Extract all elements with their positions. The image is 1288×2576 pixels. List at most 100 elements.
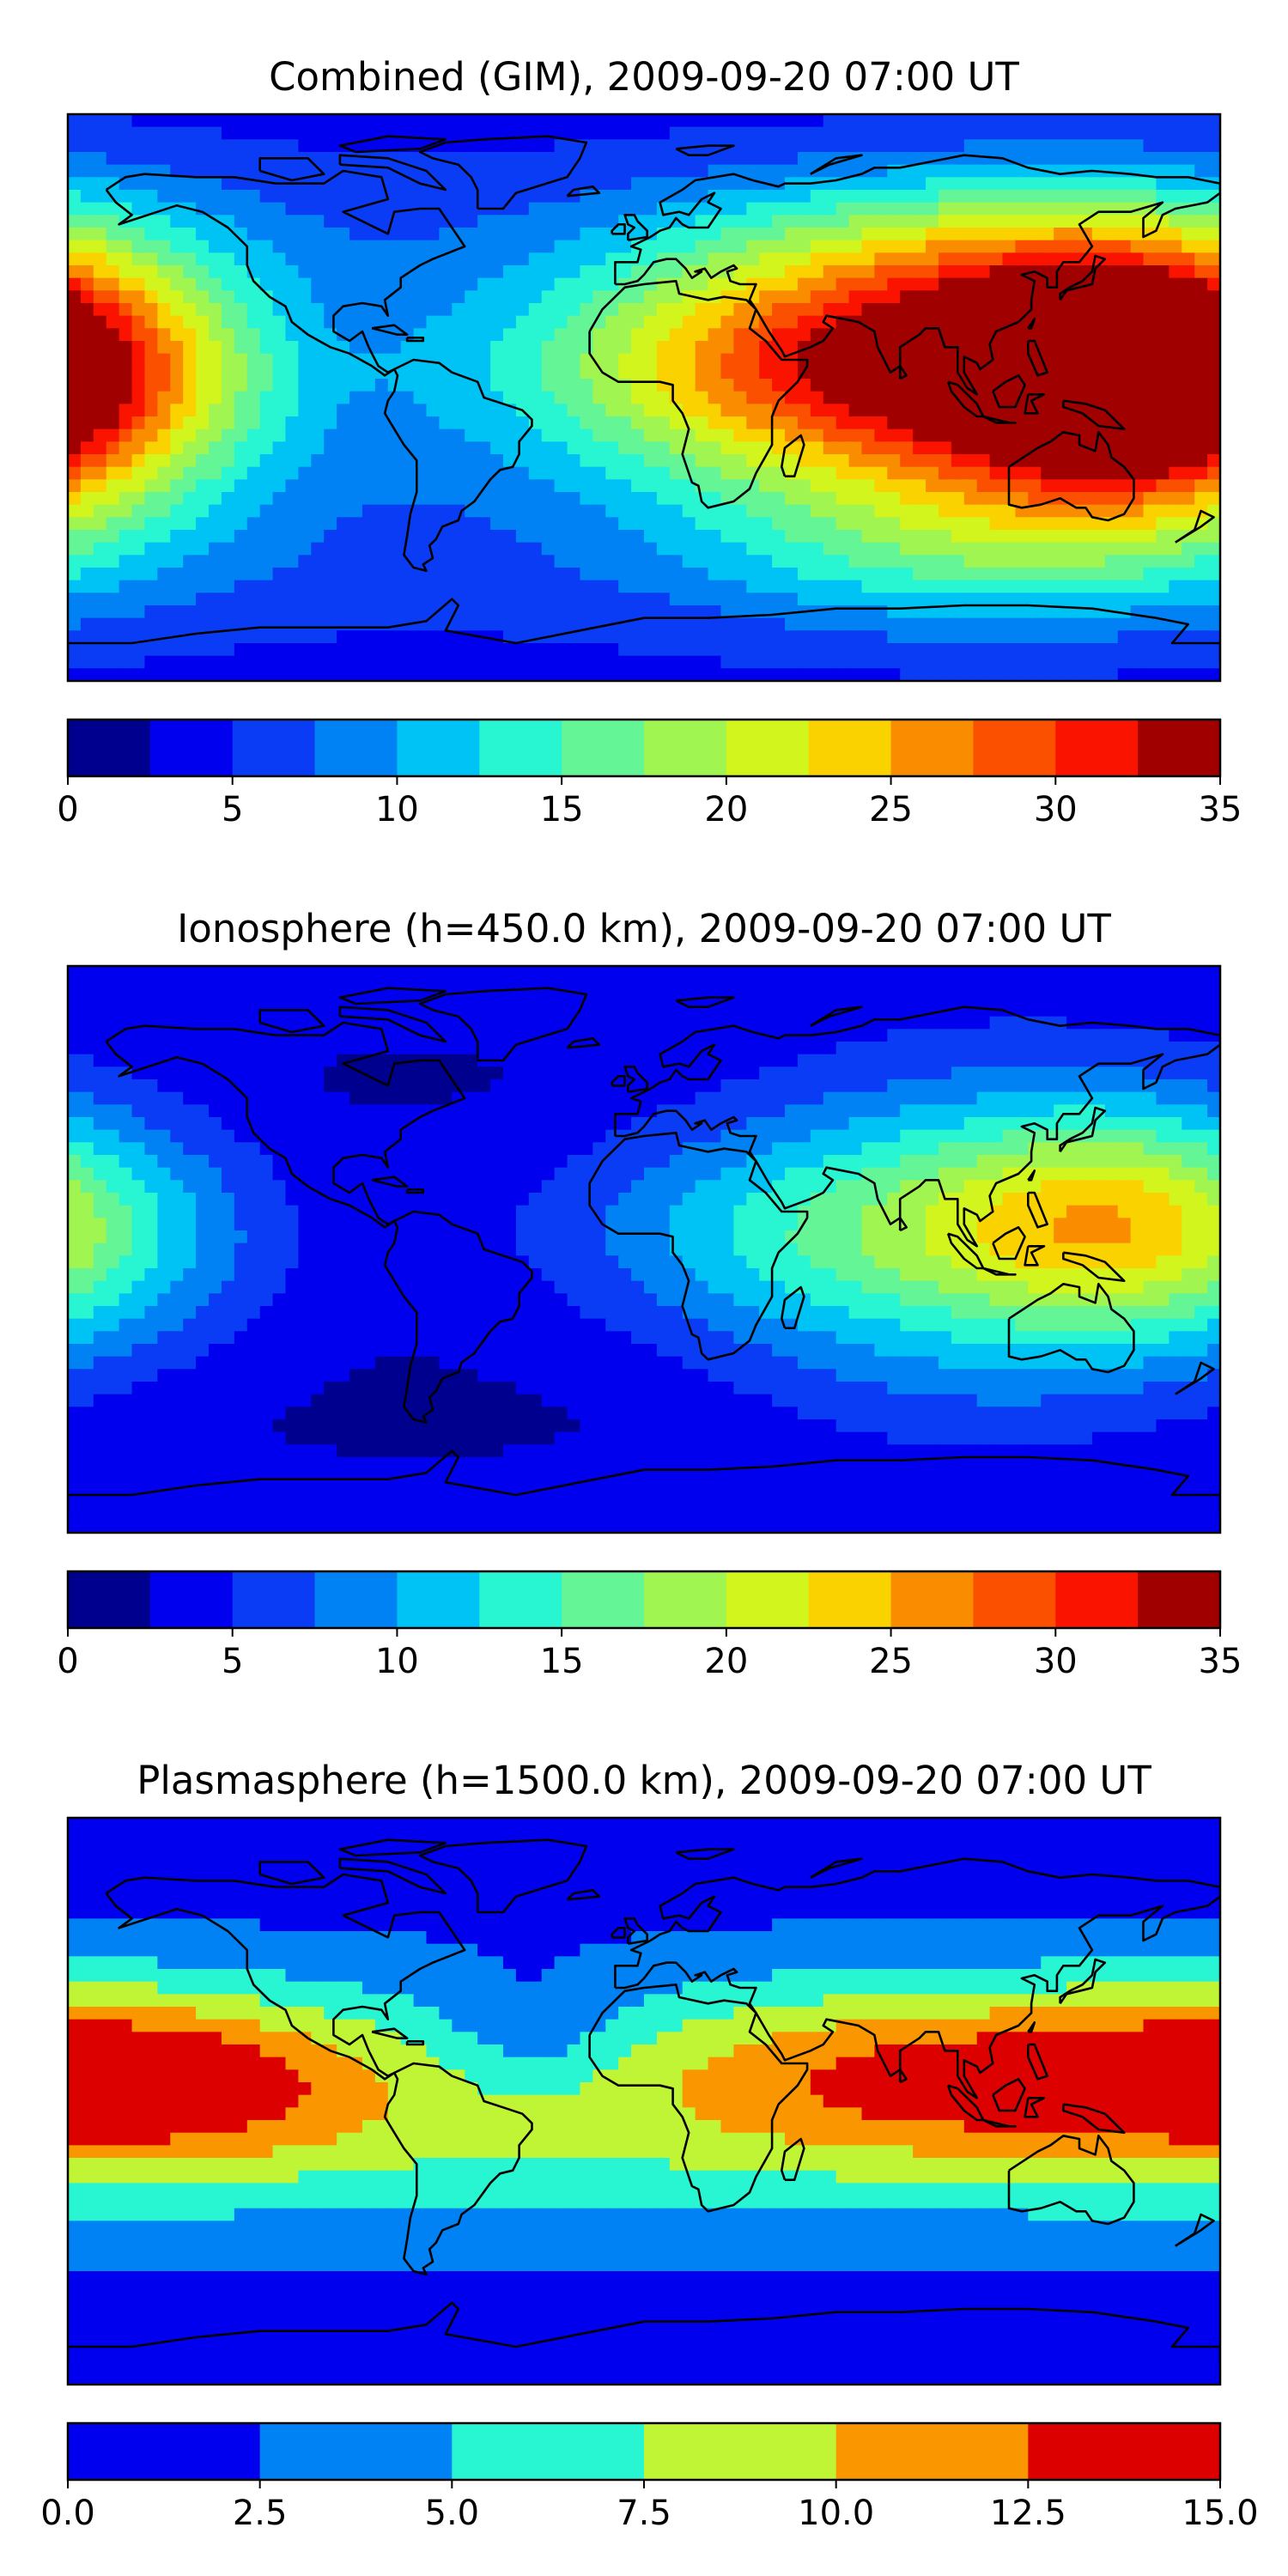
heatmap-cell [605, 315, 619, 330]
heatmap-cell [1104, 630, 1119, 644]
heatmap-cell [413, 290, 428, 304]
heatmap-cell [144, 126, 159, 141]
heatmap-cell [272, 366, 287, 380]
heatmap-cell [387, 265, 402, 279]
heatmap-cell [298, 353, 313, 368]
heatmap-cell [1015, 966, 1030, 980]
heatmap-cell [439, 530, 453, 544]
heatmap-cell [810, 315, 824, 330]
heatmap-cell [976, 277, 991, 292]
heatmap-cell [387, 454, 402, 468]
heatmap-cell [465, 504, 478, 519]
heatmap-cell [349, 617, 363, 632]
heatmap-cell [118, 1004, 133, 1018]
heatmap-cell [144, 190, 159, 204]
heatmap-cell [746, 228, 760, 241]
heatmap-cell [580, 568, 594, 581]
heatmap-cell [605, 530, 619, 544]
heatmap-cell [733, 1054, 748, 1068]
heatmap-cell [554, 190, 568, 204]
heatmap-cell [810, 177, 824, 191]
heatmap-cell [656, 290, 671, 304]
heatmap-cell [234, 1079, 248, 1093]
heatmap-cell [874, 978, 889, 993]
heatmap-cell [400, 1042, 415, 1055]
heatmap-cell [337, 668, 350, 681]
heatmap-cell [963, 228, 978, 241]
heatmap-cell [80, 668, 94, 681]
heatmap-cell [861, 228, 876, 241]
heatmap-cell [170, 504, 184, 519]
heatmap-cell [605, 404, 619, 417]
heatmap-cell [618, 655, 632, 670]
heatmap-cell [708, 978, 722, 993]
heatmap-cell [1130, 466, 1145, 481]
heatmap-cell [93, 668, 107, 681]
heatmap-cell [900, 228, 914, 241]
heatmap-cell [465, 441, 478, 455]
heatmap-cell [1002, 240, 1017, 254]
heatmap-cell [695, 379, 709, 392]
heatmap-cell [387, 592, 402, 606]
heatmap-cell [772, 441, 786, 455]
heatmap-cell [221, 542, 235, 556]
heatmap-cell [835, 379, 850, 392]
heatmap-cell [144, 517, 159, 531]
heatmap-cell [541, 303, 556, 317]
heatmap-cell [554, 441, 568, 455]
heatmap-cell [374, 240, 389, 254]
heatmap-cell [976, 966, 991, 980]
heatmap-cell [452, 617, 466, 632]
heatmap-cell [106, 328, 120, 342]
heatmap-cell [349, 441, 363, 455]
heatmap-cell [1117, 441, 1132, 455]
heatmap-cell [1054, 190, 1067, 204]
heatmap-cell [848, 240, 863, 254]
heatmap-cell [1169, 341, 1183, 355]
heatmap-cell [1169, 228, 1183, 241]
heatmap-cell [515, 152, 530, 166]
heatmap-cell [1041, 1054, 1054, 1068]
heatmap-cell [759, 164, 773, 179]
heatmap-cell [810, 228, 824, 241]
heatmap-cell [900, 290, 914, 304]
heatmap-cell [900, 126, 914, 141]
heatmap-cell [1194, 466, 1208, 481]
heatmap-cell [1091, 290, 1106, 304]
heatmap-cell [1091, 479, 1106, 493]
heatmap-cell [1194, 114, 1208, 128]
heatmap-cell [656, 404, 671, 417]
heatmap-cell [861, 404, 876, 417]
heatmap-cell [631, 605, 645, 619]
heatmap-cell [221, 177, 235, 191]
heatmap-cell [1194, 1016, 1208, 1030]
heatmap-cell [246, 454, 261, 468]
heatmap-cell [682, 228, 696, 241]
heatmap-cell [1117, 580, 1132, 594]
heatmap-cell [848, 441, 863, 455]
heatmap-cell [374, 1066, 389, 1080]
heatmap-cell [170, 530, 184, 544]
heatmap-cell [1041, 605, 1054, 619]
heatmap-cell [1156, 504, 1170, 519]
heatmap-cell [541, 404, 556, 417]
heatmap-cell [400, 580, 415, 594]
heatmap-cell [298, 1054, 313, 1068]
heatmap-cell [1143, 580, 1157, 594]
heatmap-cell [1117, 643, 1132, 657]
heatmap-cell [708, 114, 722, 128]
heatmap-cell [631, 441, 645, 455]
heatmap-cell [1117, 630, 1132, 644]
heatmap-cell [246, 228, 261, 241]
heatmap-cell [1117, 114, 1132, 128]
heatmap-cell [298, 277, 313, 292]
heatmap-cell [708, 466, 722, 481]
heatmap-cell [656, 379, 671, 392]
heatmap-cell [592, 655, 607, 670]
heatmap-cell [387, 404, 402, 417]
heatmap-cell [528, 655, 543, 670]
heatmap-cell [913, 1004, 927, 1018]
heatmap-cell [797, 114, 811, 128]
heatmap-cell [951, 404, 965, 417]
heatmap-cell [426, 592, 440, 606]
